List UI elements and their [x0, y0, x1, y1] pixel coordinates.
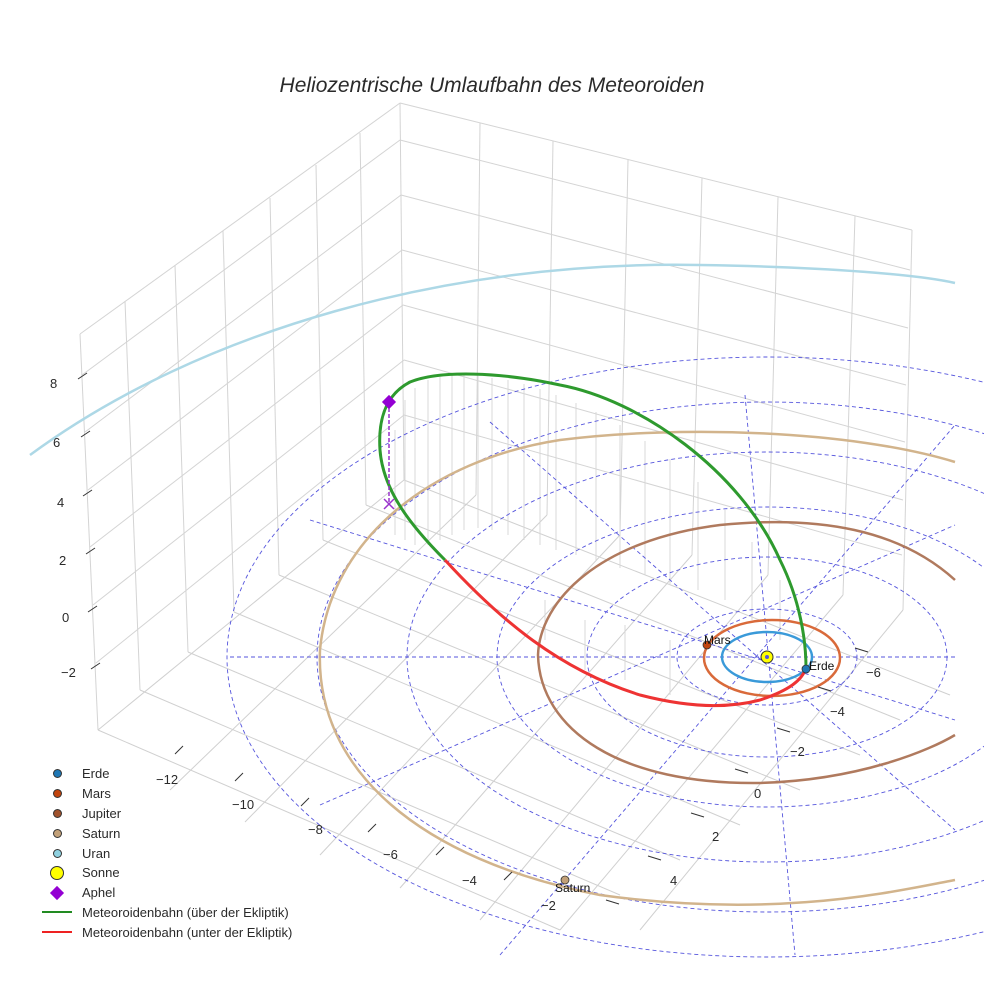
uranus-orbit	[29, 263, 956, 457]
svg-text:−6: −6	[866, 665, 881, 680]
legend-item-orbit-below[interactable]: Meteoroidenbahn (unter der Ekliptik)	[36, 922, 292, 942]
aphel-diamond-icon	[49, 885, 65, 900]
mars-dot-icon	[52, 789, 62, 799]
legend-item-jupiter[interactable]: Jupiter	[36, 804, 292, 824]
legend-item-aphel[interactable]: Aphel	[36, 883, 292, 903]
y-axis-ticks	[605, 647, 869, 905]
svg-text:4: 4	[57, 495, 64, 510]
uran-dot-icon	[52, 848, 62, 858]
svg-text:4: 4	[670, 873, 677, 888]
jupiter-dot-icon	[52, 808, 62, 818]
legend-label: Sonne	[82, 865, 120, 881]
earth-orbit	[720, 630, 814, 684]
legend-item-uran[interactable]: Uran	[36, 843, 292, 863]
floor-grid	[97, 479, 951, 931]
jupiter-orbit	[536, 520, 956, 785]
svg-text:8: 8	[50, 376, 57, 391]
legend-item-orbit-above[interactable]: Meteoroidenbahn (über der Ekliptik)	[36, 903, 292, 923]
legend-label: Meteoroidenbahn (unter der Ekliptik)	[82, 924, 293, 940]
z-axis-labels: 8 6 4 2 0 −2	[50, 376, 76, 680]
red-line-icon	[42, 931, 72, 934]
svg-text:−4: −4	[830, 704, 845, 719]
svg-text:−4: −4	[462, 873, 477, 888]
sonne-dot-icon	[50, 865, 64, 880]
legend-label: Erde	[82, 766, 110, 782]
svg-text:0: 0	[754, 786, 761, 801]
mars-label: Mars	[704, 633, 731, 647]
svg-text:−10: −10	[232, 797, 254, 812]
meteoroid-orbit-below	[443, 558, 808, 707]
chart-title: Heliozentrische Umlaufbahn des Meteoroid…	[279, 74, 705, 97]
x-axis-labels: −12 −10 −8 −6 −4 −2	[156, 772, 556, 913]
y-axis-labels: −6 −4 −2 0 2 4	[670, 665, 881, 888]
ecliptic-polar-grid	[226, 356, 984, 958]
saturn-label: Saturn	[555, 881, 590, 895]
legend-label: Jupiter	[82, 805, 122, 821]
meteoroid-orbit-above	[378, 372, 808, 669]
svg-text:2: 2	[59, 553, 66, 568]
svg-text:6: 6	[53, 435, 60, 450]
drop-lines	[394, 375, 781, 695]
legend-item-erde[interactable]: Erde	[36, 764, 292, 784]
legend-label: Meteoroidenbahn (über der Ekliptik)	[82, 904, 289, 920]
legend-item-sonne[interactable]: Sonne	[36, 863, 292, 883]
svg-text:−12: −12	[156, 772, 178, 787]
aphel-marker[interactable]	[381, 394, 397, 410]
legend-label: Aphel	[82, 885, 116, 901]
green-line-icon	[42, 911, 72, 914]
svg-text:0: 0	[62, 610, 69, 625]
earth-marker[interactable]	[801, 664, 811, 674]
svg-text:−8: −8	[308, 822, 323, 837]
legend-label: Mars	[82, 786, 111, 802]
legend-label: Saturn	[82, 825, 121, 841]
svg-text:−2: −2	[61, 665, 76, 680]
legend: Erde Mars Jupiter Saturn Uran Sonne Aphe…	[36, 764, 292, 942]
svg-text:−6: −6	[383, 847, 398, 862]
svg-text:−2: −2	[541, 898, 556, 913]
x-axis-ticks	[174, 745, 513, 881]
saturn-marker[interactable]	[560, 875, 570, 885]
sun-core-icon	[765, 655, 769, 659]
svg-text:2: 2	[712, 829, 719, 844]
erde-dot-icon	[52, 769, 62, 779]
legend-label: Uran	[82, 845, 111, 861]
z-axis-ticks	[77, 372, 101, 670]
legend-item-mars[interactable]: Mars	[36, 784, 292, 804]
earth-label: Erde	[809, 659, 835, 673]
saturn-orbit	[318, 430, 956, 906]
back-wall-grid	[79, 102, 913, 731]
mars-marker[interactable]	[702, 640, 712, 650]
svg-text:−2: −2	[790, 744, 805, 759]
saturn-dot-icon	[52, 828, 62, 838]
legend-item-saturn[interactable]: Saturn	[36, 823, 292, 843]
aphel-projection-cross	[383, 498, 395, 510]
